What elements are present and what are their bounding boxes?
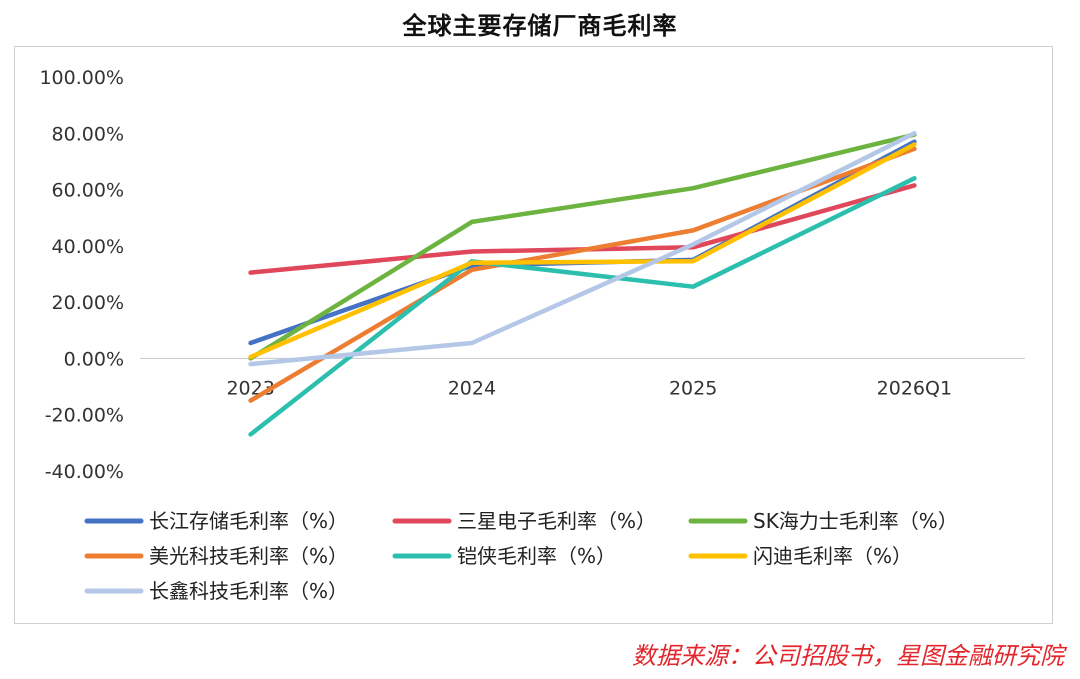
- legend-label: 长鑫科技毛利率（%）: [149, 579, 348, 603]
- y-tick-label: 20.00%: [52, 292, 124, 314]
- legend-item: SK海力士毛利率（%）: [688, 509, 958, 533]
- series-line: [248, 176, 917, 437]
- y-tick-label: 40.00%: [52, 236, 124, 258]
- legend-label: 三星电子毛利率（%）: [457, 509, 656, 533]
- series-line: [248, 131, 917, 367]
- legend-item: 三星电子毛利率（%）: [392, 509, 656, 533]
- y-axis-ticks: 100.00% 80.00% 60.00% 40.00% 20.00% 0.00% -20.…: [39, 67, 124, 483]
- x-tick-label: 2025: [669, 377, 717, 399]
- chart-title: 全球主要存储厂商毛利率: [402, 12, 678, 40]
- legend-item: 铠侠毛利率（%）: [392, 544, 616, 568]
- source-note: 数据来源：公司招股书，星图金融研究院: [632, 642, 1064, 670]
- y-tick-label: 80.00%: [52, 123, 124, 145]
- series-line: [248, 132, 917, 361]
- line-chart: 100.00% 80.00% 60.00% 40.00% 20.00% 0.00% -20.…: [39, 67, 1025, 603]
- series-line: [248, 142, 917, 360]
- legend: 长江存储毛利率（%） 三星电子毛利率（%） SK海力士毛利率（%） 美光科技毛利率（%…: [84, 509, 958, 603]
- legend-label: 长江存储毛利率（%）: [149, 509, 348, 533]
- legend-item: 长江存储毛利率（%）: [84, 509, 348, 533]
- y-tick-label: -40.00%: [45, 461, 124, 483]
- chart-frame: 100.00% 80.00% 60.00% 40.00% 20.00% 0.00% -20.…: [14, 46, 1053, 624]
- legend-label: 美光科技毛利率（%）: [149, 544, 348, 568]
- legend-item: 美光科技毛利率（%）: [84, 544, 348, 568]
- y-tick-label: 60.00%: [52, 180, 124, 202]
- y-tick-label: 0.00%: [64, 348, 124, 370]
- legend-label: 铠侠毛利率（%）: [457, 544, 616, 568]
- x-tick-label: 2026Q1: [877, 377, 952, 399]
- legend-label: SK海力士毛利率（%）: [753, 509, 958, 533]
- y-tick-label: 100.00%: [39, 67, 124, 89]
- legend-item: 长鑫科技毛利率（%）: [84, 579, 348, 603]
- legend-item: 闪迪毛利率（%）: [688, 544, 912, 568]
- y-tick-label: -20.00%: [45, 405, 124, 427]
- x-axis-ticks: 2023 2024 2025 2026Q1: [226, 377, 952, 399]
- series-lines: [248, 131, 917, 437]
- x-tick-label: 2024: [448, 377, 496, 399]
- legend-label: 闪迪毛利率（%）: [753, 544, 912, 568]
